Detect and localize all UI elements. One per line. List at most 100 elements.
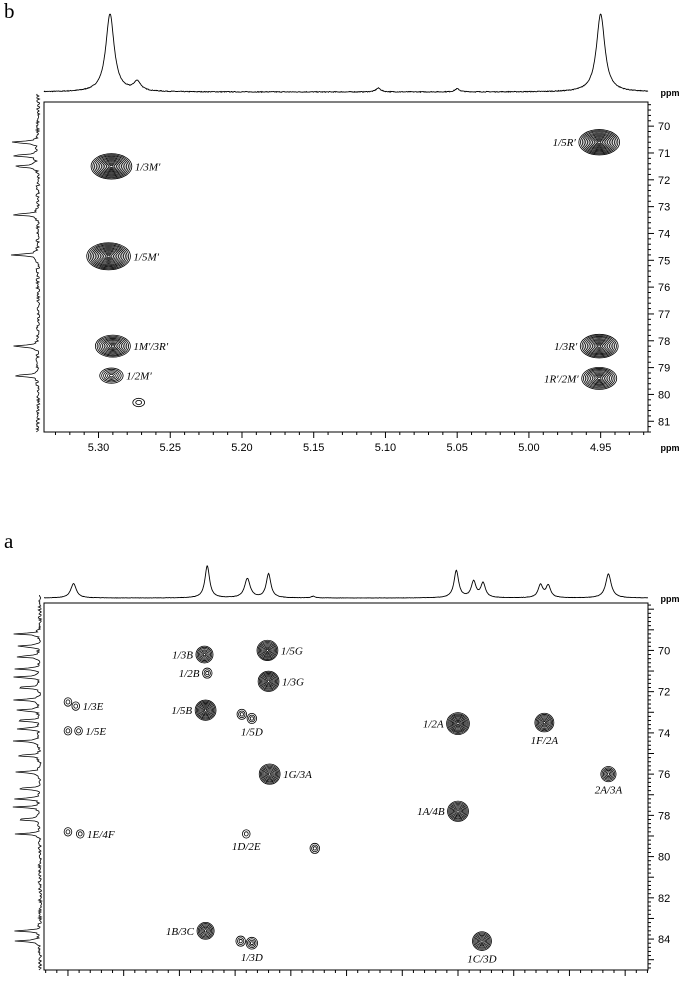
contour-line <box>203 929 208 933</box>
contour-line <box>474 933 490 949</box>
x-tick-label: 5.05 <box>446 442 467 454</box>
contour-line <box>266 771 273 777</box>
contour-line <box>268 772 272 776</box>
y-tick-label: 76 <box>658 282 670 294</box>
y-tick-label: 78 <box>658 336 670 348</box>
peak-label: 1/5D <box>241 727 263 739</box>
contour-line <box>451 805 465 818</box>
contour-line <box>262 675 275 688</box>
contour-line <box>246 713 258 724</box>
contour-line <box>453 718 463 729</box>
y-tick-label: 73 <box>658 202 670 214</box>
contour-line <box>456 722 460 726</box>
contour-line <box>479 938 485 944</box>
cross-peak: 1D/2E <box>232 829 261 853</box>
peak-label: 2A/3A <box>595 785 623 797</box>
contour-line <box>195 645 214 664</box>
cross-peak: 1/3R′ <box>554 333 619 359</box>
contour-line <box>100 159 123 174</box>
y-tick-label: 71 <box>658 148 670 160</box>
cross-peak: 1/3E <box>71 701 104 713</box>
contour-line <box>595 343 604 349</box>
contour-line <box>259 764 280 784</box>
contour-line <box>201 706 210 714</box>
contour-line <box>581 334 617 358</box>
contour-line <box>446 712 470 736</box>
contour-line <box>593 374 605 383</box>
contour-line <box>242 829 251 839</box>
cross-peak: 1B/3C <box>166 921 215 940</box>
contour-line <box>107 163 116 169</box>
y-tick-label: 70 <box>658 645 670 657</box>
contour-line <box>606 772 611 776</box>
contour-line <box>76 728 81 734</box>
y-tick-label: 75 <box>658 255 670 267</box>
contour-line <box>542 721 546 725</box>
contour-line <box>73 703 79 709</box>
peak-label: 1/5B <box>171 705 192 717</box>
contour-line <box>96 248 121 264</box>
contour-line <box>99 250 118 262</box>
peak-label: 1/5E <box>85 726 106 738</box>
contour-line <box>583 336 616 357</box>
cross-peak: 1/3D <box>241 936 263 964</box>
x-axis: 5.30 5.25 5.20 5.15 5.10 5.05 5.00 4.95 ppm <box>54 432 680 454</box>
peak-label: 1/3M′ <box>135 161 161 173</box>
contour-line <box>245 936 258 950</box>
peak-label: 1M′/3R′ <box>133 341 168 353</box>
contour-line <box>77 831 83 837</box>
contour-line <box>265 648 270 652</box>
contour-line <box>580 130 619 155</box>
contour-line <box>588 371 611 386</box>
contour-line <box>480 939 484 943</box>
cross-peak <box>309 842 320 854</box>
cross-peak: 1/3G <box>257 670 304 692</box>
contour-line <box>579 333 619 359</box>
contour-line <box>63 697 73 707</box>
peak-label: 1C/3D <box>467 953 496 965</box>
contour-line <box>202 928 209 934</box>
y-tick-label: 81 <box>658 416 670 428</box>
contour-line <box>106 254 111 258</box>
cross-peak: 1/5E <box>74 726 106 738</box>
contour-line <box>98 249 120 263</box>
contour-line <box>101 251 116 261</box>
contour-line <box>63 726 73 736</box>
contour-line <box>202 652 207 657</box>
cross-peak <box>132 397 145 408</box>
contour-line <box>266 679 271 683</box>
peak-label: 1A/4B <box>417 806 445 818</box>
cross-peak <box>63 726 73 736</box>
contour-line <box>265 770 274 778</box>
y-tick-label: 74 <box>658 728 670 740</box>
contour-line <box>250 941 254 946</box>
contour-line <box>86 242 131 271</box>
contour-line <box>104 253 113 259</box>
contour-line <box>199 704 212 717</box>
contour-line <box>65 728 71 734</box>
contour-line <box>593 342 605 350</box>
cross-peak: 2A/3A <box>595 766 623 797</box>
contour-line <box>201 926 210 935</box>
cross-peak: 1E/4F <box>75 829 115 841</box>
x-tick-label: 5.25 <box>160 442 181 454</box>
peak-label: 1F/2A <box>531 735 559 747</box>
contour-line <box>94 155 129 178</box>
contour-line <box>262 766 278 782</box>
contour-line <box>95 156 128 177</box>
contour-line <box>248 714 256 723</box>
contour-line <box>261 674 276 689</box>
y-tick-label: 72 <box>658 175 670 187</box>
contour-line <box>261 644 274 657</box>
peak-label: 1/3B <box>172 650 193 662</box>
peak-label: 1/3D <box>241 952 263 964</box>
contour-line <box>584 369 614 388</box>
contour-line <box>264 677 273 686</box>
top-1d-projection <box>43 13 649 94</box>
contour-line <box>264 647 271 654</box>
contour-line <box>447 713 469 734</box>
contour-line <box>236 708 247 720</box>
cross-peak <box>236 708 247 720</box>
contour-line <box>312 846 317 851</box>
contour-line <box>199 649 210 660</box>
